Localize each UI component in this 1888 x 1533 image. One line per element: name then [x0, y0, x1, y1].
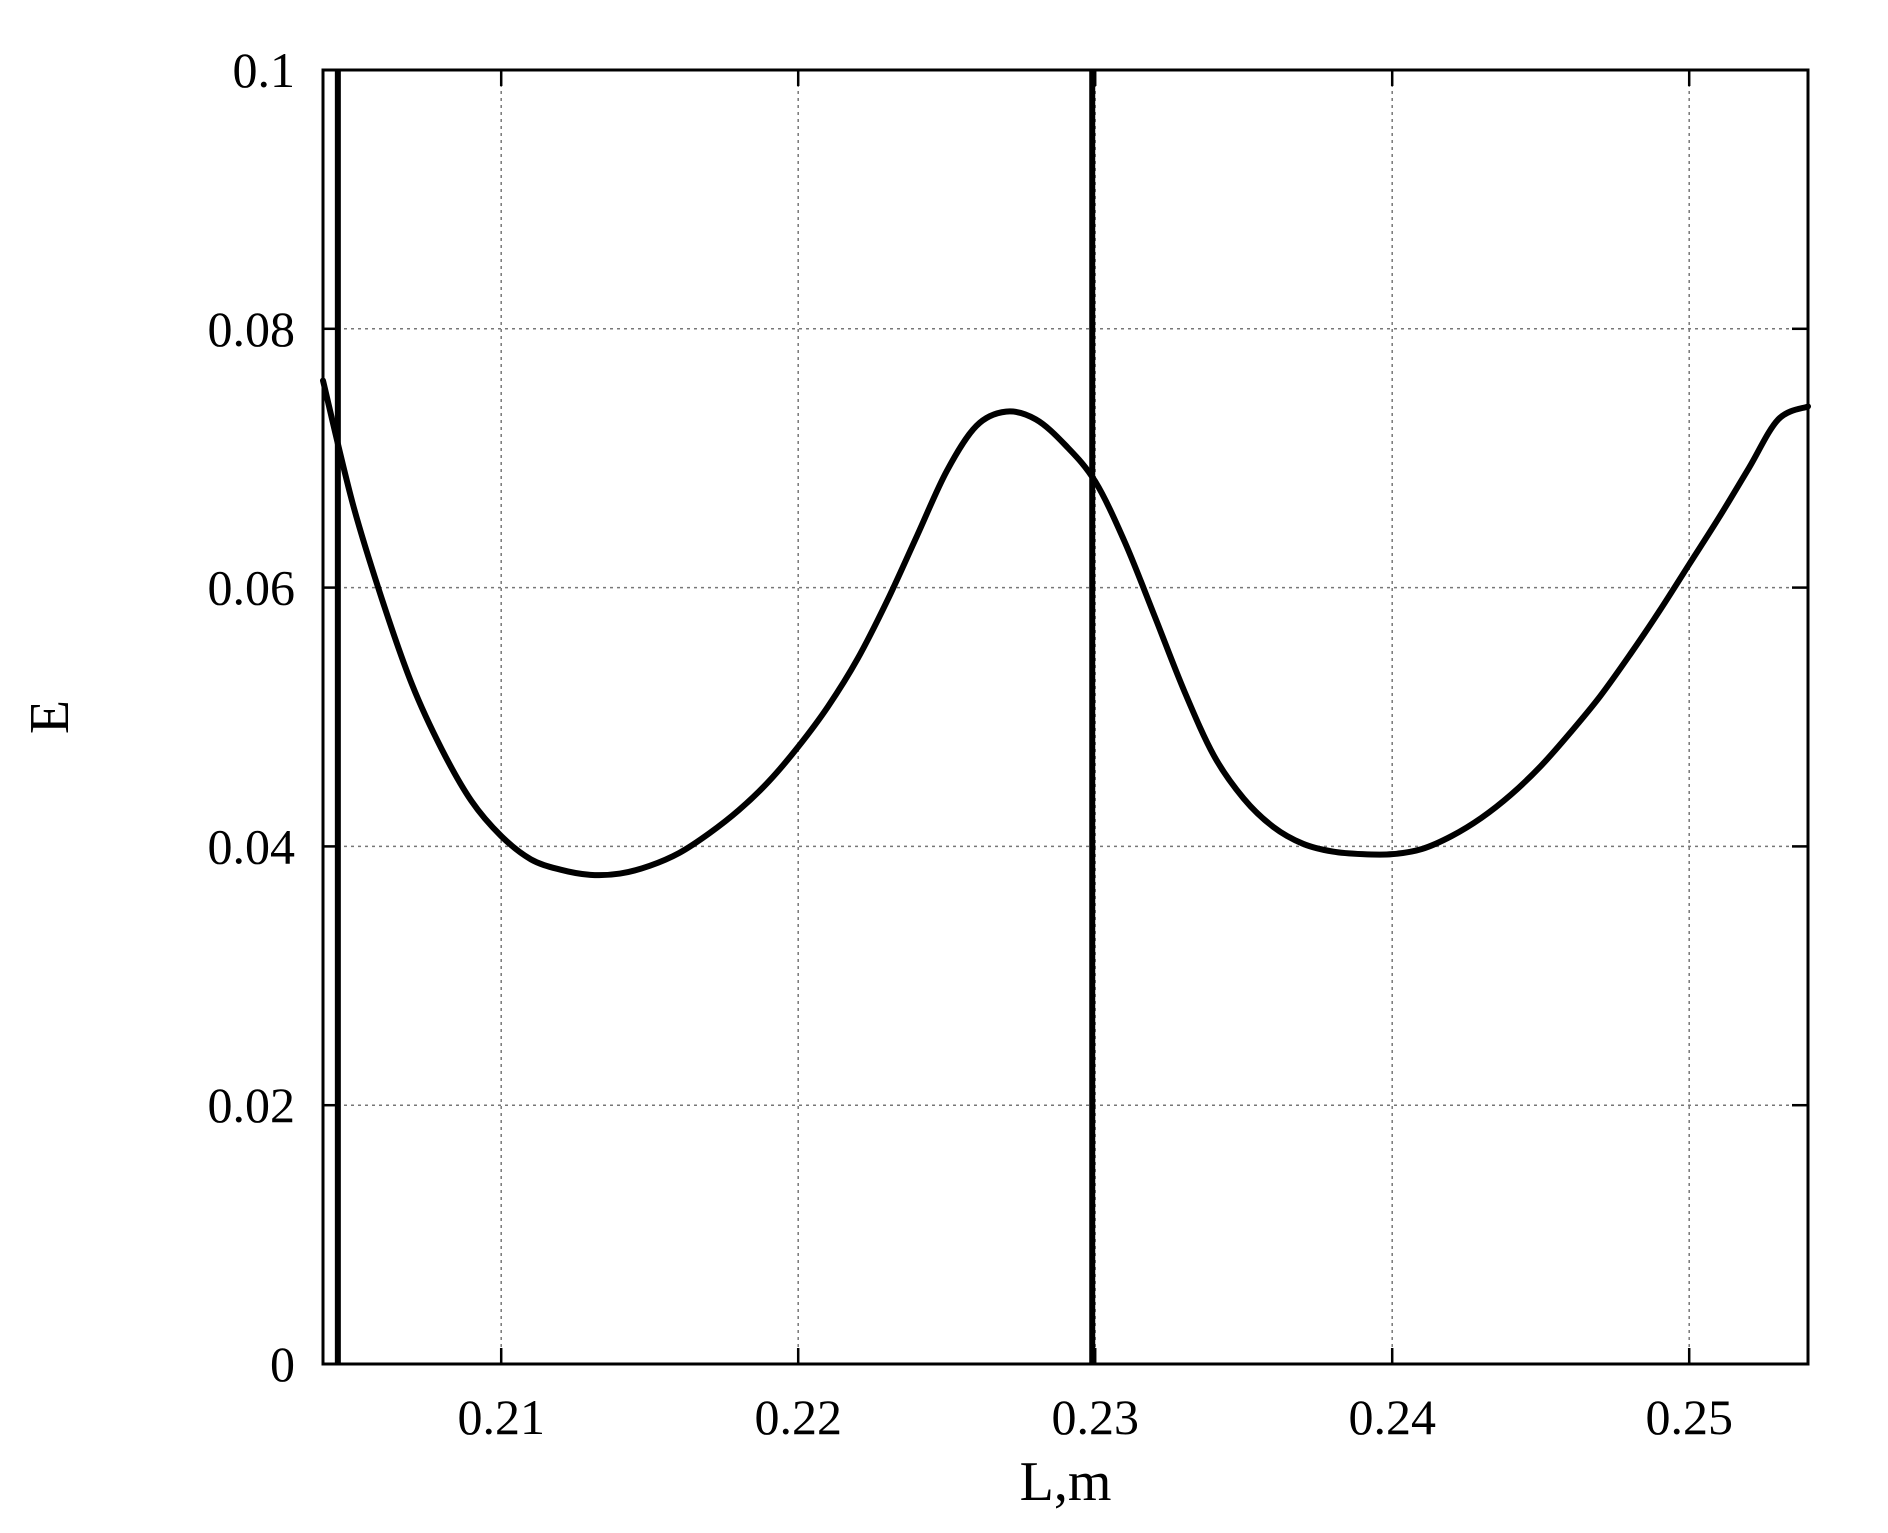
y-tick-label: 0.02	[208, 1077, 296, 1133]
y-axis-label: E	[19, 700, 81, 734]
y-tick-label: 0.06	[208, 560, 296, 616]
x-axis-label: L,m	[1020, 1451, 1112, 1513]
series-layer	[320, 377, 1811, 879]
x-tick-label: 0.24	[1348, 1389, 1436, 1445]
x-tick-label: 0.21	[457, 1389, 545, 1445]
x-tick-label: 0.23	[1051, 1389, 1139, 1445]
vertical-lines	[334, 70, 1096, 1364]
x-tick-label: 0.22	[754, 1389, 842, 1445]
y-tick-label: 0	[270, 1336, 295, 1392]
y-tick-label: 0.08	[208, 301, 296, 357]
y-tick-label: 0.04	[208, 818, 296, 874]
x-tick-label: 0.25	[1645, 1389, 1733, 1445]
y-tick-label: 0.1	[233, 42, 296, 98]
series-line-0	[320, 377, 1811, 879]
plot-frame	[321, 68, 1810, 1366]
tick-labels: 0.21 0.22 0.23 0.24 0.25 0 0.02 0.04 0.06 0.08 0.1	[208, 42, 1733, 1445]
